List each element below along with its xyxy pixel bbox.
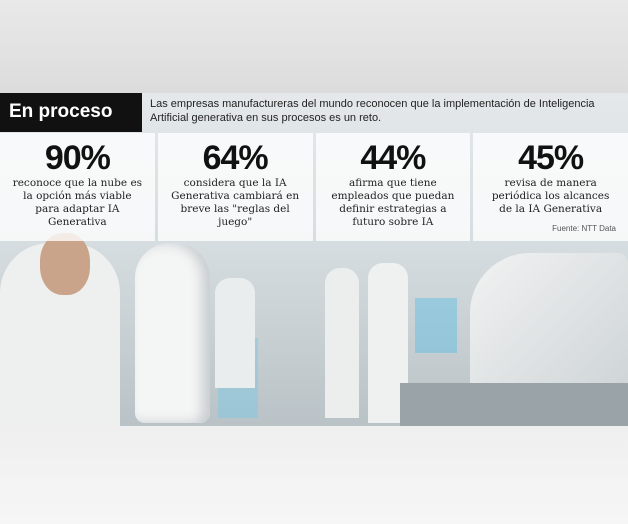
intro-text: Las empresas manufactureras del mundo re… [150, 98, 595, 124]
section-title: En proceso [9, 101, 113, 122]
robot-figure [135, 243, 210, 423]
stat-value: 45% [518, 139, 584, 177]
conveyor [400, 383, 628, 426]
tablet-screen [415, 298, 457, 353]
stat-card: 64% considera que la IA Generativa cambi… [157, 133, 313, 241]
stat-value: 64% [202, 139, 269, 177]
stat-value: 90% [44, 139, 111, 177]
top-margin [0, 0, 628, 93]
man-head [40, 233, 90, 295]
worker-figure [215, 278, 255, 388]
worker-woman-1 [325, 268, 359, 418]
stat-description: afirma que tiene empleados que puedan de… [331, 177, 455, 228]
section-header: En proceso [0, 93, 142, 132]
source-credit: Fuente: NTT Data [552, 224, 616, 233]
stat-description: reconoce que la nube es la opción más vi… [12, 177, 143, 228]
stat-description: considera que la IA Generativa cambiará … [171, 177, 300, 228]
robot-arm [470, 253, 628, 403]
stat-card: 44% afirma que tiene empleados que pueda… [315, 133, 471, 241]
stats-row: 90% reconoce que la nube es la opción má… [0, 133, 628, 241]
stat-card: 90% reconoce que la nube es la opción má… [0, 133, 155, 241]
stat-card: 45% revisa de manera periódica los alcan… [473, 133, 628, 241]
stat-value: 44% [360, 139, 426, 177]
bottom-margin [0, 426, 628, 524]
stat-description: revisa de manera periódica los alcances … [491, 177, 610, 215]
